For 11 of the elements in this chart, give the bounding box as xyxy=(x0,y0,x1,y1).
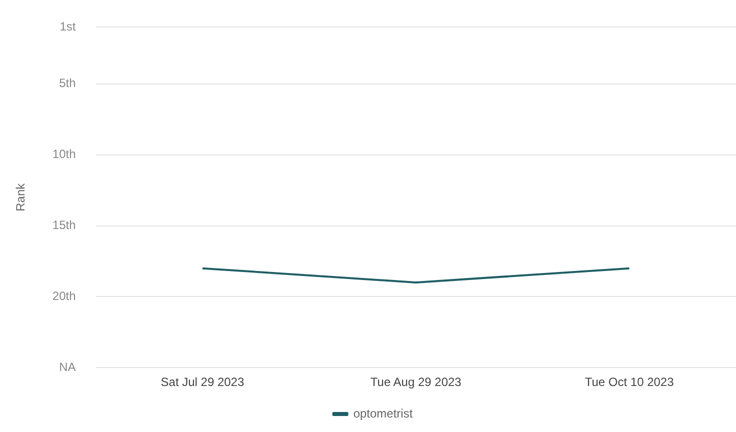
x-tick-label: Tue Aug 29 2023 xyxy=(370,375,462,390)
y-tick-label: 10th xyxy=(52,147,76,162)
x-tick-label: Tue Oct 10 2023 xyxy=(584,375,674,390)
legend-label: optometrist xyxy=(353,406,414,420)
y-tick-label: 15th xyxy=(52,218,76,232)
y-tick-label: 5th xyxy=(59,76,76,90)
x-tick-label: Sat Jul 29 2023 xyxy=(160,375,244,390)
y-tick-label: 1st xyxy=(60,20,76,34)
y-tick-label: NA xyxy=(59,360,76,374)
y-axis-title: Rank xyxy=(14,182,28,212)
y-tick-label: 20th xyxy=(52,288,76,303)
